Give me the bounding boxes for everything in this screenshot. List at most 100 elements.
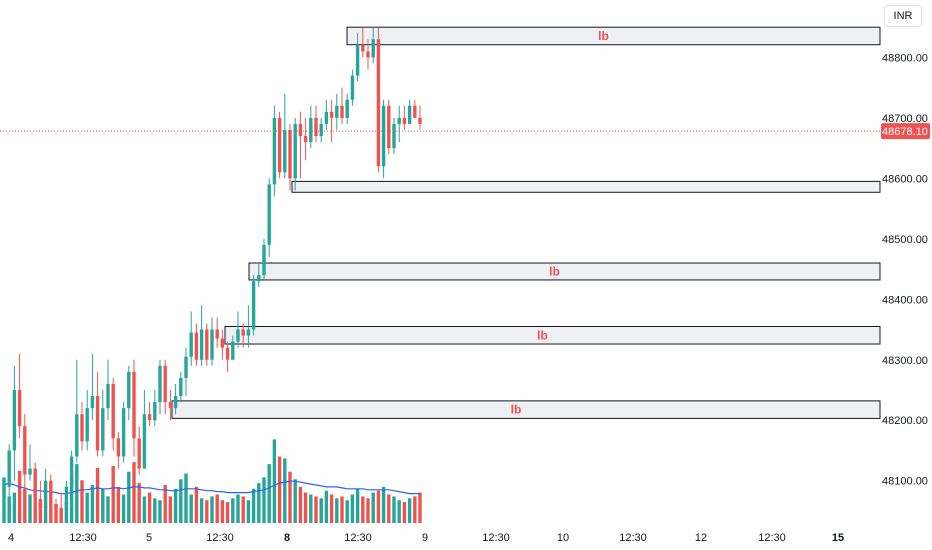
- candle[interactable]: [194, 323, 199, 366]
- candle[interactable]: [43, 468, 48, 511]
- candle[interactable]: [361, 27, 365, 58]
- candle[interactable]: [309, 105, 313, 149]
- candle[interactable]: [80, 402, 84, 451]
- candle[interactable]: [314, 105, 318, 143]
- candle[interactable]: [355, 33, 360, 82]
- candle[interactable]: [132, 359, 136, 457]
- candle[interactable]: [116, 432, 121, 469]
- candle[interactable]: [163, 359, 167, 415]
- candle[interactable]: [272, 105, 277, 197]
- candle[interactable]: [335, 93, 339, 130]
- candle[interactable]: [95, 371, 100, 457]
- zone-box[interactable]: [171, 400, 881, 419]
- candle[interactable]: [324, 99, 329, 130]
- candle[interactable]: [241, 323, 245, 348]
- candle[interactable]: [69, 450, 74, 493]
- candle[interactable]: [64, 480, 69, 514]
- candle[interactable]: [350, 69, 355, 106]
- candle[interactable]: [407, 99, 412, 124]
- zone-box[interactable]: [291, 180, 881, 193]
- candle[interactable]: [418, 105, 422, 130]
- candle-body: [205, 329, 209, 360]
- candle[interactable]: [283, 93, 287, 179]
- candle[interactable]: [236, 311, 240, 348]
- candlestick-series[interactable]: [2, 27, 422, 517]
- volume-bar: [80, 480, 84, 523]
- candle[interactable]: [371, 27, 375, 64]
- candle[interactable]: [184, 347, 188, 397]
- candle[interactable]: [28, 444, 32, 481]
- candle-body: [43, 480, 48, 508]
- candle[interactable]: [168, 389, 173, 421]
- candle[interactable]: [345, 93, 349, 124]
- candle[interactable]: [111, 377, 115, 451]
- candle[interactable]: [85, 389, 89, 451]
- candle[interactable]: [173, 383, 178, 415]
- candle[interactable]: [59, 492, 63, 517]
- candle[interactable]: [189, 311, 193, 366]
- candle[interactable]: [303, 117, 308, 161]
- candle[interactable]: [12, 365, 17, 481]
- candle[interactable]: [101, 389, 105, 457]
- candle[interactable]: [402, 105, 407, 130]
- candle[interactable]: [23, 414, 27, 493]
- candle[interactable]: [225, 341, 230, 372]
- candle[interactable]: [54, 498, 58, 514]
- candle[interactable]: [205, 323, 209, 366]
- candle[interactable]: [49, 474, 53, 511]
- candle[interactable]: [387, 99, 391, 155]
- zone-box[interactable]: [248, 262, 881, 281]
- candle[interactable]: [137, 426, 141, 475]
- candle[interactable]: [2, 480, 6, 505]
- candle[interactable]: [397, 105, 401, 143]
- candle[interactable]: [251, 275, 256, 336]
- candle[interactable]: [340, 87, 344, 124]
- candle[interactable]: [262, 238, 266, 282]
- candle-body: [23, 426, 27, 475]
- candle[interactable]: [121, 402, 126, 463]
- candle[interactable]: [33, 462, 37, 505]
- currency-button[interactable]: INR: [884, 5, 922, 27]
- x-tick-label: 12:30: [344, 532, 372, 544]
- volume-bar: [366, 498, 370, 523]
- candle[interactable]: [277, 111, 282, 179]
- time-axis[interactable]: 4 12:30 5 12:30 8 12:30 9 12:30 10 12:30 12 12:30 15: [8, 532, 844, 544]
- volume-bar: [371, 492, 375, 523]
- candle[interactable]: [215, 317, 219, 348]
- candle[interactable]: [153, 389, 157, 427]
- candle[interactable]: [298, 111, 303, 179]
- candle[interactable]: [381, 99, 386, 179]
- candle[interactable]: [142, 389, 147, 469]
- candle[interactable]: [329, 99, 334, 143]
- candle[interactable]: [319, 117, 323, 143]
- x-tick-label: 9: [422, 532, 428, 544]
- candle[interactable]: [38, 480, 43, 517]
- candle[interactable]: [376, 27, 381, 173]
- candle[interactable]: [179, 371, 183, 403]
- candle[interactable]: [147, 402, 152, 427]
- candle[interactable]: [199, 305, 204, 366]
- candle[interactable]: [231, 335, 235, 360]
- zone-box[interactable]: [224, 325, 881, 345]
- candle[interactable]: [158, 359, 162, 415]
- candle-body: [314, 117, 318, 137]
- candle[interactable]: [7, 444, 11, 499]
- candle[interactable]: [293, 117, 297, 191]
- candle[interactable]: [246, 305, 251, 348]
- candle[interactable]: [267, 178, 271, 257]
- candle[interactable]: [210, 317, 214, 366]
- candle[interactable]: [106, 359, 110, 421]
- zone-box[interactable]: [346, 26, 881, 46]
- x-tick-label: 12:30: [758, 532, 786, 544]
- candle[interactable]: [17, 353, 22, 439]
- price-axis[interactable]: 48100.00 48200.00 48300.00 48400.00 48500.00…: [882, 52, 928, 487]
- candle[interactable]: [288, 123, 292, 191]
- candle[interactable]: [220, 329, 225, 360]
- candle[interactable]: [75, 359, 79, 463]
- candle[interactable]: [413, 99, 417, 118]
- candle[interactable]: [127, 365, 131, 421]
- candle[interactable]: [392, 117, 396, 155]
- candle[interactable]: [90, 353, 95, 421]
- candle[interactable]: [257, 263, 261, 288]
- candle[interactable]: [366, 39, 370, 70]
